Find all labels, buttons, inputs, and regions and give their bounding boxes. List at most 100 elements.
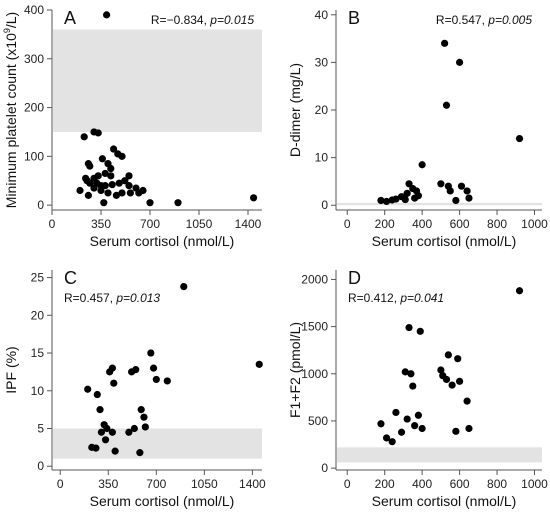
panel-c: 0 5 10 15 20 25 0 350 700 1050 1400 C R=0.457, p=0.0… — [3, 268, 266, 509]
data-point — [250, 194, 258, 202]
y-tick-label: 1000 — [301, 367, 328, 381]
stat-p: p=0.005 — [487, 13, 532, 27]
data-point — [456, 377, 464, 385]
data-point — [174, 199, 182, 207]
x-tick-label: 200 — [375, 477, 395, 491]
data-point — [111, 447, 119, 455]
data-point — [86, 179, 94, 187]
x-tick-label: 1400 — [239, 477, 266, 491]
data-point — [98, 155, 106, 163]
data-point — [76, 186, 84, 195]
data-point — [110, 145, 118, 153]
data-point — [418, 161, 426, 169]
x-axis-label: Serum cortisol (nmol/L) — [90, 493, 235, 509]
data-point — [397, 428, 406, 436]
x-tick-label: 800 — [487, 217, 507, 231]
x-tick-label: 1000 — [521, 217, 548, 231]
data-point — [101, 182, 109, 190]
data-point — [409, 382, 417, 390]
y-tick-label: 10 — [315, 151, 329, 165]
data-point — [180, 283, 188, 291]
data-point — [456, 58, 464, 66]
data-point — [407, 370, 415, 378]
panel-label: A — [64, 8, 76, 28]
x-tick-label: 600 — [450, 217, 470, 231]
data-point — [382, 434, 391, 442]
x-tick-label: 700 — [140, 217, 160, 231]
data-point — [135, 189, 143, 197]
data-point — [446, 187, 454, 195]
stat-r: R=0.412, — [348, 291, 400, 305]
y-axis-label: Minimum platelet count (x109/L) — [2, 12, 19, 208]
panel-d: 0 500 1000 1500 2000 0 200 400 600 800 1000 D R=0.41… — [287, 268, 548, 509]
data-point — [100, 199, 108, 207]
data-point — [163, 377, 171, 385]
data-point — [418, 424, 426, 433]
data-point — [392, 195, 400, 203]
y-tick-label: 500 — [308, 414, 328, 428]
data-point — [452, 196, 460, 205]
reference-band — [337, 202, 542, 206]
data-point — [448, 381, 456, 389]
data-point — [437, 366, 445, 374]
x-tick-label: 600 — [450, 477, 470, 491]
data-point — [140, 413, 148, 421]
data-point — [107, 172, 115, 180]
data-point — [108, 428, 116, 436]
data-point — [416, 327, 424, 335]
data-point — [97, 186, 105, 195]
data-point — [454, 355, 462, 363]
x-tick-label: 0 — [344, 217, 351, 231]
data-point — [444, 351, 452, 359]
stat-annotation: R=−0.834, p=0.015 — [151, 13, 254, 27]
data-point — [90, 184, 98, 192]
x-tick-label: 0 — [57, 477, 64, 491]
data-point — [414, 411, 422, 419]
data-point — [149, 364, 158, 372]
data-point — [255, 360, 263, 368]
y-tick-label: 25 — [31, 271, 45, 285]
x-tick-label: 0 — [49, 217, 56, 231]
y-axis-label-sup: 9 — [2, 28, 12, 33]
data-point — [115, 179, 123, 187]
x-tick-label: 200 — [375, 217, 395, 231]
x-axis-label: Serum cortisol (nmol/L) — [372, 233, 517, 249]
stat-r: R=0.457, — [64, 291, 116, 305]
y-axis-label-main: IPF (%) — [3, 346, 19, 393]
reference-band — [53, 428, 262, 459]
x-tick-label: 350 — [98, 477, 118, 491]
data-point — [152, 375, 160, 384]
data-point — [103, 11, 111, 19]
y-axis-label-main: Minimum platelet count (x10 — [3, 33, 19, 208]
x-tick-label: 1400 — [235, 217, 262, 231]
stat-p: p=0.041 — [399, 291, 444, 305]
data-point — [125, 172, 133, 180]
data-point — [101, 169, 109, 178]
data-point — [126, 189, 134, 197]
x-tick-label: 1000 — [521, 477, 548, 491]
x-axis-label: Serum cortisol (nmol/L) — [90, 233, 235, 249]
stat-r: R=−0.834, — [151, 13, 210, 27]
reference-band — [337, 447, 542, 463]
data-point — [108, 364, 116, 372]
panel-label: B — [348, 8, 360, 28]
data-point — [457, 182, 466, 190]
x-tick-label: 1050 — [191, 477, 218, 491]
data-point — [92, 444, 100, 452]
y-axis-label: D-dimer (mg/L) — [287, 63, 303, 157]
data-point — [442, 375, 451, 384]
stat-p: p=0.013 — [115, 291, 160, 305]
y-axis-label: IPF (%) — [3, 346, 19, 393]
data-point — [80, 133, 88, 141]
y-axis-label: F1+F2 (pmol/L) — [287, 322, 303, 418]
x-tick-label: 0 — [344, 477, 351, 491]
data-point — [405, 323, 413, 332]
data-point — [118, 152, 126, 160]
data-point — [437, 180, 445, 188]
y-tick-label: 40 — [315, 8, 329, 22]
data-point — [125, 182, 133, 190]
x-tick-label: 1050 — [186, 217, 213, 231]
stat-annotation: R=0.412, p=0.041 — [348, 291, 444, 305]
data-point — [141, 423, 149, 431]
